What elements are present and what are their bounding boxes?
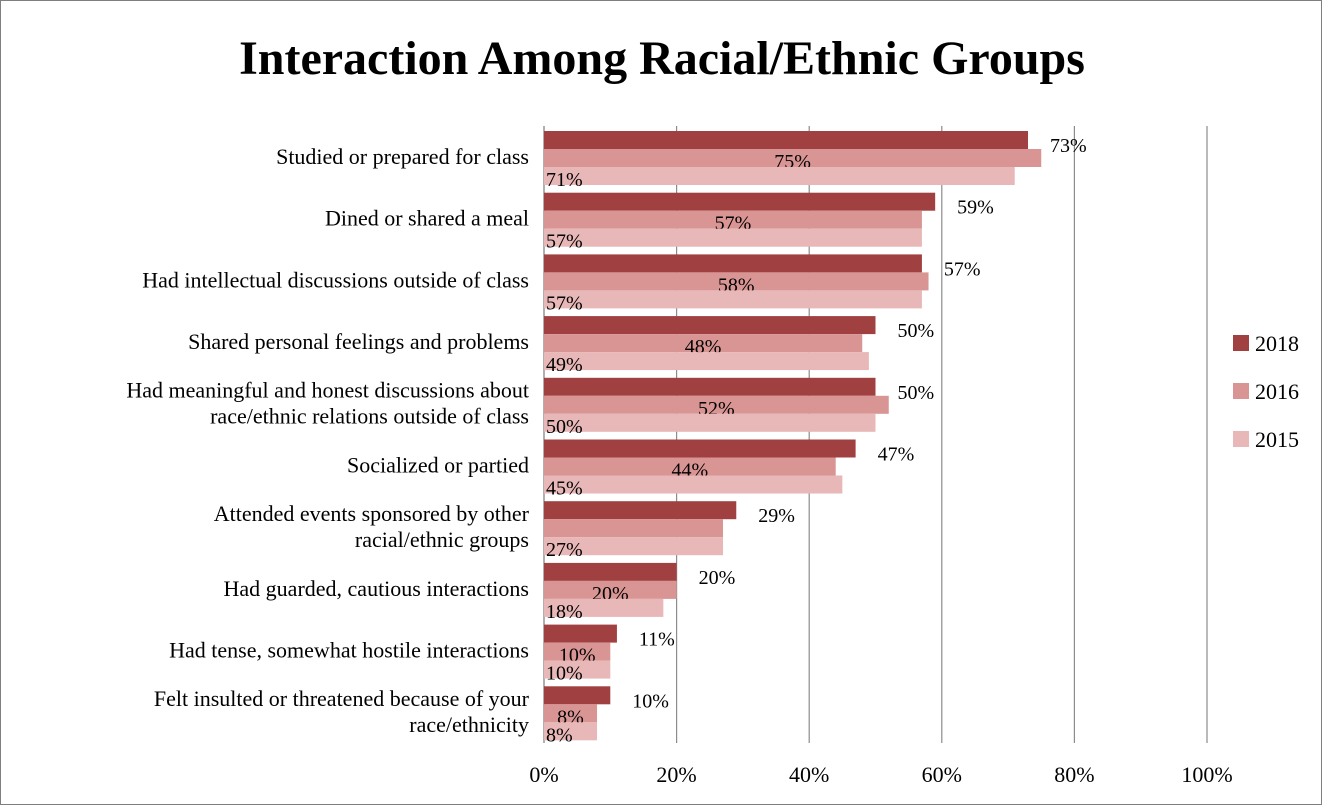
bar-2015 (544, 228, 922, 247)
bar-2016 (544, 519, 724, 538)
bar-2018 (544, 316, 876, 335)
bar-2016 (544, 642, 611, 661)
data-label: 49% (546, 354, 583, 376)
bar-2018 (544, 254, 922, 273)
category-label: race/ethnic relations outside of class (210, 404, 529, 429)
bar-2015 (544, 722, 598, 741)
bar-2015 (544, 352, 869, 371)
category-label: race/ethnicity (409, 712, 529, 737)
bar-2015 (544, 537, 724, 556)
bar-2015 (544, 413, 876, 432)
category-label: Had meaningful and honest discussions ab… (126, 378, 529, 403)
data-label: 50% (898, 382, 935, 404)
data-label: 71% (546, 169, 583, 191)
data-label: 10% (632, 690, 669, 712)
bar-2016 (544, 210, 922, 229)
data-label: 57% (546, 231, 583, 253)
data-label: 47% (878, 444, 915, 466)
x-tick-label: 80% (1054, 762, 1094, 787)
legend-swatch-2016 (1233, 383, 1249, 399)
data-label: 45% (546, 478, 583, 500)
legend-swatch-2015 (1233, 431, 1249, 447)
category-label: Dined or shared a meal (325, 206, 529, 231)
bar-2015 (544, 290, 922, 309)
bar-2018 (544, 192, 936, 211)
x-tick-label: 40% (789, 762, 829, 787)
bar-2015 (544, 660, 611, 679)
data-label: 8% (546, 724, 573, 746)
bar-2018 (544, 377, 876, 396)
category-label: Felt insulted or threatened because of y… (154, 686, 530, 711)
bar-2015 (544, 598, 664, 617)
x-tick-label: 60% (922, 762, 962, 787)
bar-2016 (544, 149, 1042, 167)
x-tick-label: 0% (529, 762, 558, 787)
bar-2015 (544, 167, 1015, 185)
category-label: Shared personal feelings and problems (188, 329, 529, 354)
legend-swatch-2018 (1233, 335, 1249, 351)
data-label: 27% (546, 539, 583, 561)
category-label: Socialized or partied (347, 452, 529, 477)
bar-2016 (544, 334, 863, 353)
data-label: 10% (546, 663, 583, 685)
bar-2015 (544, 475, 843, 494)
category-label: racial/ethnic groups (355, 527, 529, 552)
bar-2018 (544, 624, 617, 643)
legend-label: 2016 (1255, 379, 1299, 404)
bar-2018 (544, 439, 856, 458)
data-label: 29% (758, 505, 795, 527)
bar-2016 (544, 395, 889, 414)
data-label: 11% (639, 629, 675, 651)
legend-label: 2018 (1255, 331, 1299, 356)
bar-2018 (544, 686, 611, 705)
x-tick-label: 20% (656, 762, 696, 787)
bar-2018 (544, 562, 677, 581)
data-label: 57% (546, 292, 583, 314)
bar-2016 (544, 580, 677, 599)
bar-2016 (544, 457, 836, 476)
bar-2018 (544, 501, 737, 520)
data-label: 50% (898, 320, 935, 342)
data-label: 59% (957, 197, 994, 219)
data-label: 20% (699, 567, 736, 589)
category-label: Studied or prepared for class (276, 144, 529, 169)
data-label: 57% (944, 258, 981, 280)
bar-2016 (544, 704, 598, 723)
category-label: Had tense, somewhat hostile interactions (169, 637, 529, 662)
category-label: Had guarded, cautious interactions (224, 576, 529, 601)
bar-2018 (544, 131, 1028, 149)
data-label: 73% (1050, 135, 1087, 157)
bar-2016 (544, 272, 929, 291)
data-label: 18% (546, 601, 583, 623)
category-label: Had intellectual discussions outside of … (142, 267, 529, 292)
category-label: Attended events sponsored by other (214, 501, 530, 526)
data-label: 50% (546, 416, 583, 438)
chart-title: Interaction Among Racial/Ethnic Groups (239, 32, 1085, 85)
x-tick-label: 100% (1181, 762, 1232, 787)
legend-label: 2015 (1255, 427, 1299, 452)
